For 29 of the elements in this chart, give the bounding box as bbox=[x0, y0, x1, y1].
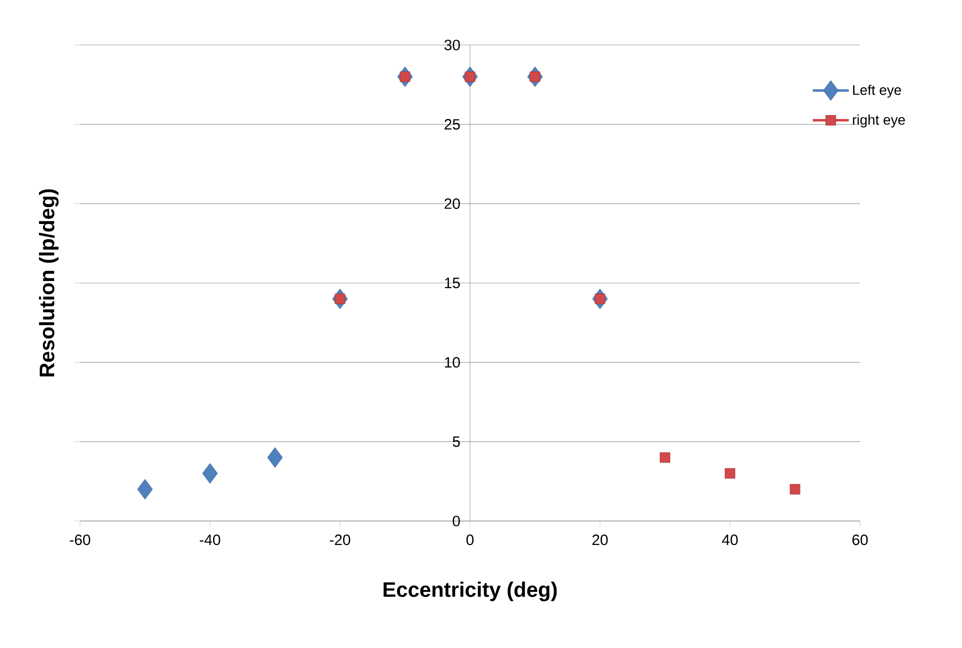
y-tick-label: 15 bbox=[445, 278, 460, 288]
y-tick-label: 0 bbox=[452, 516, 460, 526]
point bbox=[660, 452, 670, 463]
y-tick-label: 25 bbox=[444, 119, 460, 130]
x-tick-label: 40 bbox=[722, 534, 738, 546]
y-tick-label: 30 bbox=[444, 40, 460, 50]
point bbox=[464, 72, 476, 82]
point bbox=[400, 72, 410, 82]
point bbox=[267, 447, 283, 468]
point bbox=[202, 463, 218, 484]
point bbox=[790, 484, 800, 494]
point bbox=[334, 294, 346, 304]
x-tick-label: -40 bbox=[200, 534, 220, 546]
x-tick-label: 60 bbox=[852, 534, 868, 546]
point bbox=[530, 72, 540, 82]
x-axis-title: Eccentricity (deg) bbox=[384, 582, 557, 602]
x-tick-label: -20 bbox=[330, 534, 350, 546]
point bbox=[594, 294, 606, 304]
y-tick-label: 20 bbox=[444, 198, 460, 209]
y-tick-label: 10 bbox=[445, 357, 460, 368]
point bbox=[137, 479, 153, 500]
legend-label: right eye bbox=[852, 114, 905, 128]
x-tick-label: 0 bbox=[466, 534, 474, 546]
legend-label: Left eye bbox=[853, 84, 902, 98]
x-tick-label: -60 bbox=[70, 534, 90, 546]
y-tick-label: 5 bbox=[452, 436, 460, 447]
y-axis-title: Resolution (lp/deg) bbox=[39, 189, 59, 376]
x-tick-label: 20 bbox=[592, 534, 608, 546]
point bbox=[724, 468, 736, 479]
